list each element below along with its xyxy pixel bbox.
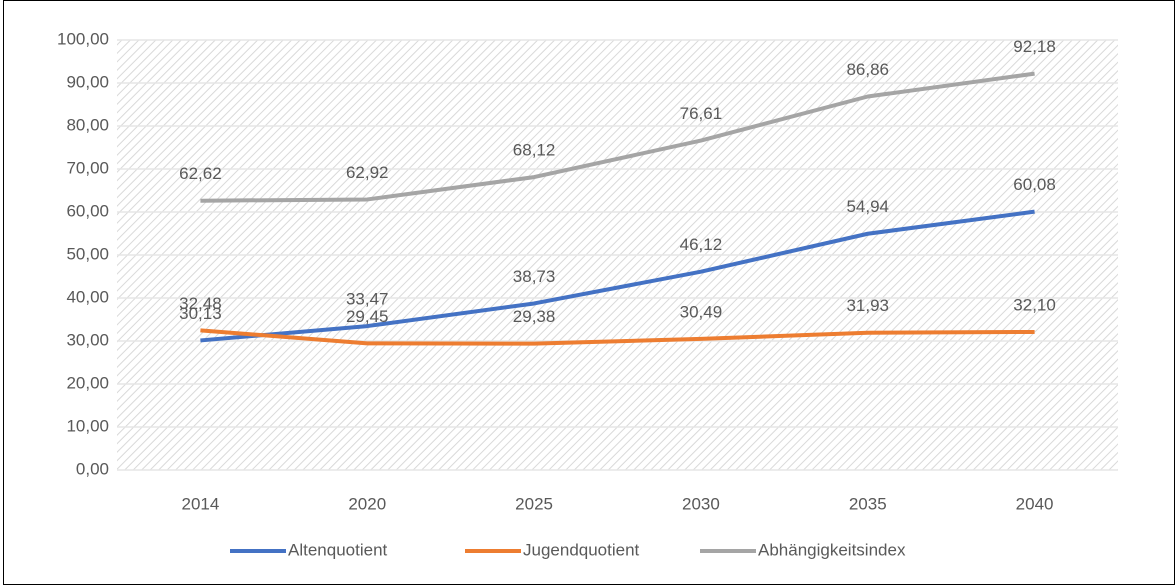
y-tick-label: 0,00 — [76, 459, 109, 478]
x-tick-label: 2030 — [682, 494, 720, 513]
x-tick-label: 2020 — [348, 494, 386, 513]
data-label: 29,45 — [346, 307, 389, 326]
y-tick-label: 30,00 — [66, 330, 109, 349]
data-label: 62,62 — [179, 164, 222, 183]
y-tick-label: 60,00 — [66, 201, 109, 220]
data-label: 62,92 — [346, 163, 389, 182]
y-tick-label: 100,00 — [57, 29, 109, 48]
line-series — [200, 71, 1035, 203]
data-label: 30,49 — [680, 302, 723, 321]
data-label: 32,10 — [1013, 295, 1056, 314]
data-label: 46,12 — [680, 235, 723, 254]
data-label: 32,48 — [179, 294, 222, 313]
data-label: 38,73 — [513, 267, 556, 286]
data-label: 86,86 — [846, 60, 889, 79]
line-series — [200, 328, 1035, 346]
data-label: 68,12 — [513, 141, 556, 160]
y-tick-label: 10,00 — [66, 416, 109, 435]
data-label: 76,61 — [680, 104, 723, 123]
y-tick-label: 20,00 — [66, 373, 109, 392]
data-label: 33,47 — [346, 290, 389, 309]
y-tick-label: 80,00 — [66, 115, 109, 134]
x-tick-label: 2025 — [515, 494, 553, 513]
legend-label: Abhängigkeitsindex — [758, 540, 906, 559]
data-label: 60,08 — [1013, 175, 1056, 194]
y-tick-label: 90,00 — [66, 72, 109, 91]
x-tick-label: 2040 — [1016, 494, 1054, 513]
data-label: 29,38 — [513, 307, 556, 326]
y-tick-label: 70,00 — [66, 158, 109, 177]
data-label: 54,94 — [846, 197, 889, 216]
data-label: 31,93 — [846, 296, 889, 315]
legend-label: Jugendquotient — [523, 540, 640, 559]
y-tick-label: 50,00 — [66, 244, 109, 263]
y-tick-label: 40,00 — [66, 287, 109, 306]
x-tick-label: 2014 — [182, 494, 220, 513]
data-label: 30,13 — [179, 304, 222, 323]
data-label: 92,18 — [1013, 37, 1056, 56]
legend-label: Altenquotient — [288, 540, 388, 559]
line-series — [200, 209, 1035, 343]
x-tick-label: 2035 — [849, 494, 887, 513]
